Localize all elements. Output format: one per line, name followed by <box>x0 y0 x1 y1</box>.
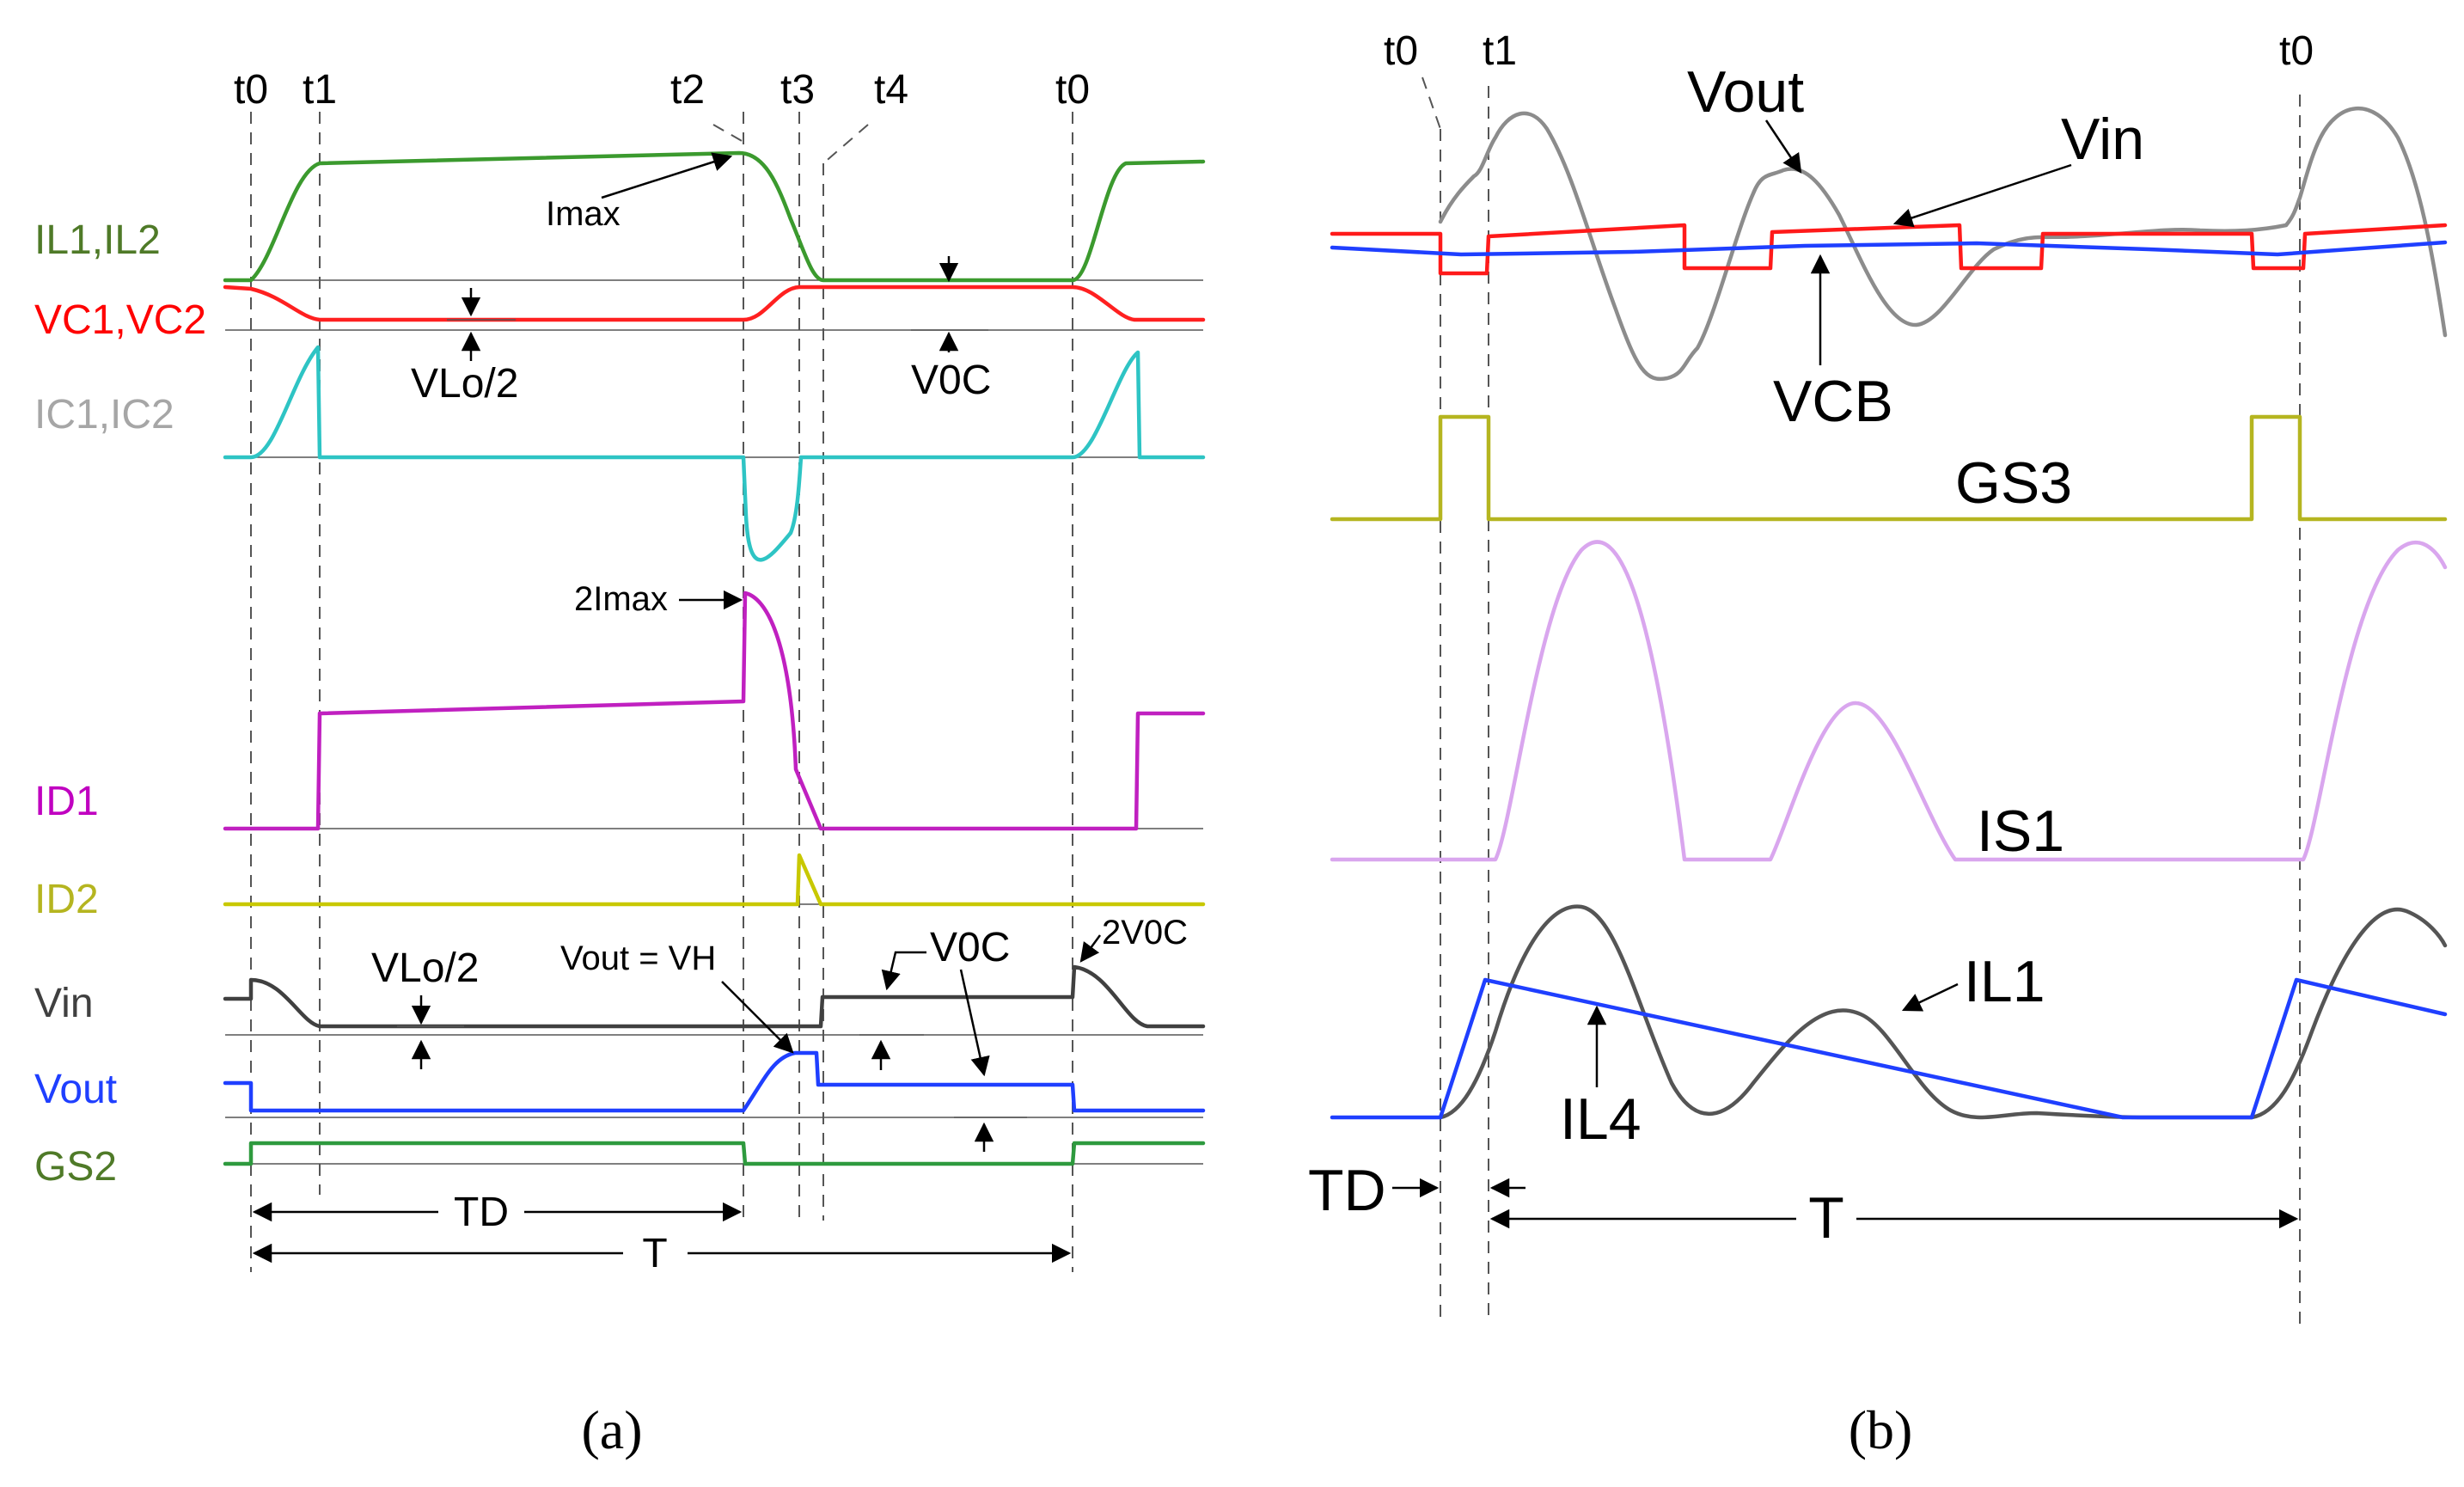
waveform-vin <box>223 964 1206 1029</box>
arrow-imax <box>601 152 733 199</box>
signal-label-vin: Vin <box>34 981 94 1026</box>
annotation-vlo-half-bottom: VLo/2 <box>371 945 479 991</box>
signal-label-id2: ID2 <box>34 877 99 922</box>
signal-label-gs2: GS2 <box>34 1144 117 1190</box>
arrow-vout-eq-vh <box>721 981 794 1054</box>
waveform-id2 <box>223 853 1206 907</box>
time-label-t2: t2 <box>670 67 705 113</box>
waveform-id1 <box>223 591 1206 831</box>
time-label-t4: t4 <box>874 67 908 113</box>
waveform-vcb <box>1330 240 2448 257</box>
label-gs3: GS3 <box>1955 450 2072 516</box>
label-t-b: T <box>1808 1185 1844 1251</box>
waveform-gs2 <box>223 1141 1206 1166</box>
time-label-t1-b: t1 <box>1483 28 1517 74</box>
label-vcb: VCB <box>1773 369 1893 434</box>
arrow-v0c-bottom-1 <box>881 951 926 991</box>
time-label-t0-end: t0 <box>1055 67 1090 113</box>
signal-label-vc: VC1,VC2 <box>34 297 206 343</box>
arrow-two-v0c <box>1079 934 1102 963</box>
arrow-vout-b <box>1764 119 1802 174</box>
annotation-two-imax: 2Imax <box>574 580 668 618</box>
waveform-ic <box>223 345 1206 562</box>
signal-label-ic: IC1,IC2 <box>34 392 174 438</box>
panel-b: t0 t1 t0 Vout Vin VCB GS3 IS1 IL1 IL4 TD <box>1308 28 2448 1460</box>
annotation-td: TD <box>454 1190 509 1235</box>
caption-a: (a) <box>581 1399 642 1460</box>
signal-label-vout: Vout <box>34 1067 117 1112</box>
signal-label-il: IL1,IL2 <box>34 217 161 263</box>
caption-b: (b) <box>1849 1399 1913 1460</box>
label-is1: IS1 <box>1977 799 2064 864</box>
panel-a: t0 t1 t2 t3 t4 t0 IL1,IL2 VC1,VC2 IC1,IC… <box>34 67 1206 1460</box>
arrow-v0c-bottom-2 <box>959 969 990 1077</box>
annotation-vout-eq-vh: Vout = VH <box>560 939 716 977</box>
label-vin-b: Vin <box>2061 107 2144 172</box>
waveform-vin-b <box>1330 223 2448 276</box>
arrow-il1 <box>1901 982 1959 1012</box>
annotation-t: T <box>642 1231 667 1276</box>
annotation-v0c-top: V0C <box>911 358 991 403</box>
waveform-vc <box>223 285 1206 322</box>
time-label-t0: t0 <box>234 67 268 113</box>
leader-t0-b <box>1422 76 1441 130</box>
time-label-t3: t3 <box>780 67 815 113</box>
leader-t4 <box>822 124 869 164</box>
waveform-vout-b <box>1438 106 2448 382</box>
waveform-il1 <box>1438 904 2448 1120</box>
waveform-il <box>223 150 1206 283</box>
label-il4: IL4 <box>1560 1086 1642 1152</box>
label-il1: IL1 <box>1964 949 2045 1014</box>
time-label-t1: t1 <box>303 67 337 113</box>
label-vout-b: Vout <box>1687 59 1804 125</box>
annotation-two-v0c: 2V0C <box>1102 914 1188 952</box>
waveform-gs3 <box>1330 414 2448 522</box>
annotation-vlo-half-top: VLo/2 <box>411 361 518 407</box>
annotation-imax: Imax <box>546 195 621 233</box>
waveform-il4 <box>1330 977 2448 1120</box>
label-td-b: TD <box>1308 1158 1386 1223</box>
annotation-v0c-bottom: V0C <box>930 925 1010 970</box>
waveform-is1 <box>1330 540 2448 862</box>
arrow-vin-b <box>1892 163 2072 228</box>
time-label-t0-end-b: t0 <box>2279 28 2314 74</box>
time-label-t0-b: t0 <box>1384 28 1418 74</box>
leader-t2 <box>712 124 744 143</box>
signal-label-id1: ID1 <box>34 779 99 824</box>
waveform-vout <box>223 1050 1206 1113</box>
